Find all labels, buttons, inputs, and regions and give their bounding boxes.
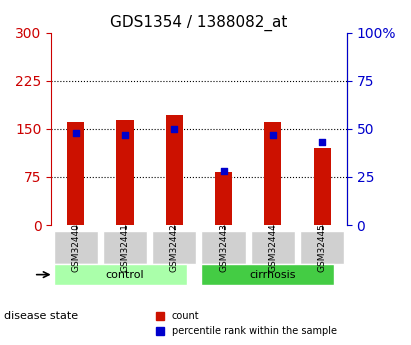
Point [171,126,178,131]
Point [270,132,276,137]
FancyBboxPatch shape [201,264,335,285]
FancyBboxPatch shape [201,231,246,264]
FancyBboxPatch shape [53,264,187,285]
FancyBboxPatch shape [152,231,196,264]
Bar [215,172,232,225]
Text: disease state: disease state [4,311,78,321]
FancyBboxPatch shape [103,231,147,264]
Legend: count, percentile rank within the sample: count, percentile rank within the sample [152,307,341,340]
Text: GSM32444: GSM32444 [268,223,277,272]
Text: GSM32440: GSM32440 [71,223,80,272]
Point [220,168,227,174]
FancyBboxPatch shape [300,231,344,264]
Bar [314,148,331,225]
Bar [264,122,282,225]
Text: GSM32445: GSM32445 [318,223,327,272]
Bar [166,115,183,225]
Point [72,130,79,135]
Text: control: control [106,270,144,280]
Title: GDS1354 / 1388082_at: GDS1354 / 1388082_at [110,15,288,31]
Point [319,139,326,145]
Point [122,132,128,137]
Text: GSM32442: GSM32442 [170,223,179,272]
Text: GSM32441: GSM32441 [120,223,129,272]
FancyBboxPatch shape [251,231,295,264]
Bar [116,120,134,225]
FancyBboxPatch shape [53,231,98,264]
Text: cirrhosis: cirrhosis [249,270,296,280]
Bar [67,122,84,225]
Text: GSM32443: GSM32443 [219,223,228,272]
